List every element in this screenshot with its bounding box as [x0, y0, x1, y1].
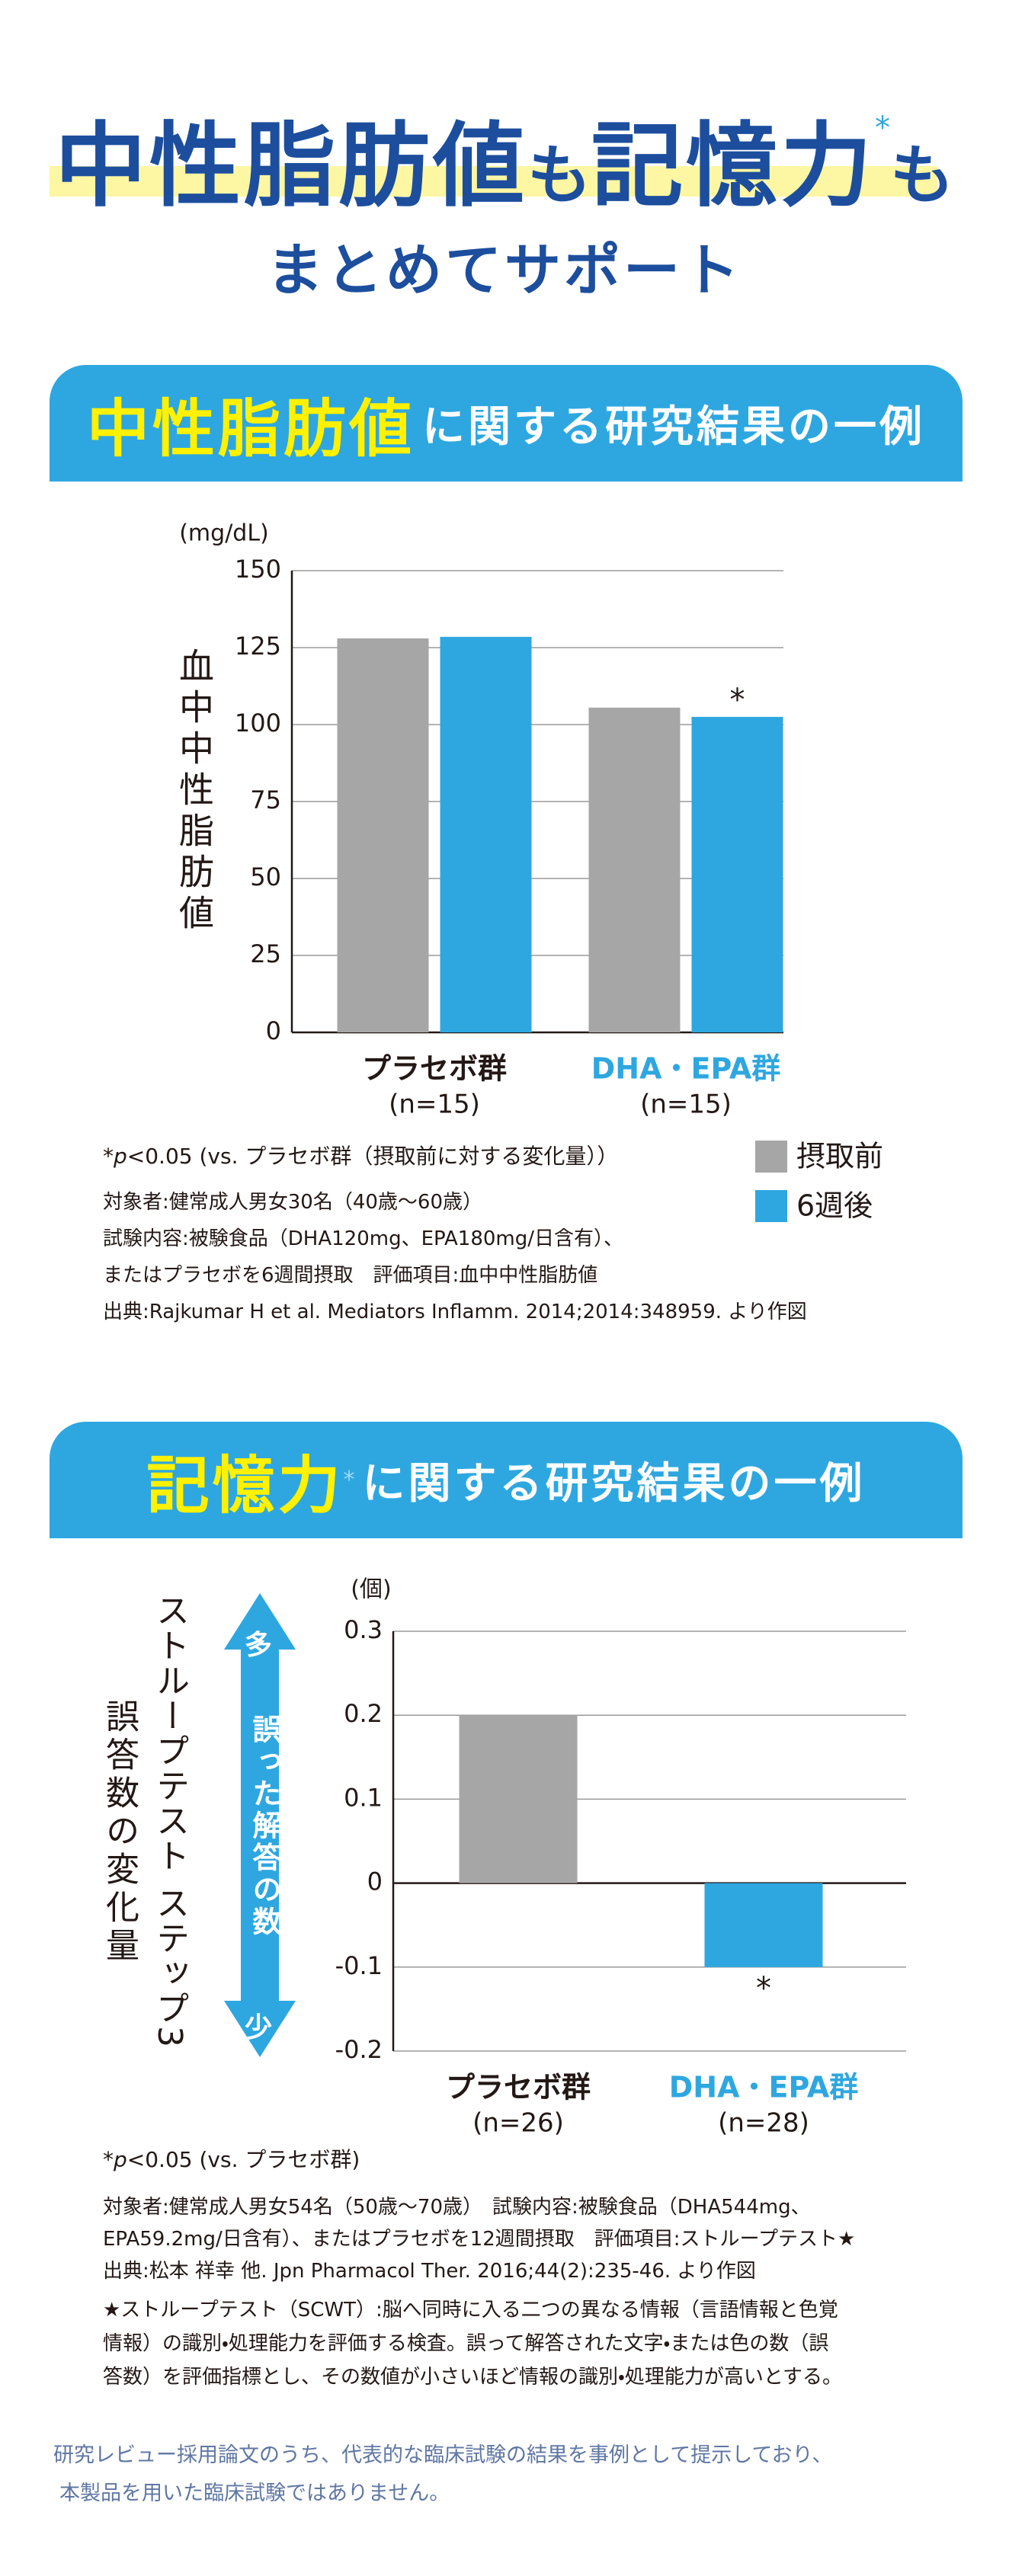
x-tick-label: プラセボ群 — [446, 2071, 591, 2104]
p-symbol: p — [114, 1144, 127, 1169]
title: 中性脂肪値も記憶力*も — [0, 91, 1009, 224]
y-unit: (mg/dL) — [179, 520, 269, 547]
legend-label: 6週後 — [796, 1189, 873, 1223]
significance-mark: * — [756, 1971, 771, 2006]
x-tick-sublabel: (n=15) — [389, 1090, 480, 1120]
banner-highlight: 記憶力 — [146, 1450, 344, 1522]
note: 対象者:健常成人男女54名（50歳～70歳） 試験内容:被験食品（DHA544m… — [103, 2196, 811, 2219]
arrow-shape — [224, 1593, 296, 2057]
y-tick-label: 150 — [235, 555, 281, 584]
p-note: *p<0.05 (vs. プラセボ群) — [103, 2143, 360, 2174]
y-tick-label: 0.2 — [344, 1699, 383, 1728]
y-tick-label: -0.2 — [335, 2035, 383, 2064]
note: 出典:Rajkumar H et al. Mediators Inflamm. … — [103, 1301, 807, 1323]
x-tick-sublabel: (n=15) — [640, 1090, 732, 1120]
x-tick-label: DHA・EPA群 — [591, 1052, 781, 1086]
y-axis-label: 誤答数の変化量 — [100, 1699, 139, 1966]
footer-note: 本製品を用いた臨床試験ではありません。 — [59, 2482, 450, 2505]
p-star: * — [103, 2147, 114, 2172]
p-symbol: p — [114, 2147, 127, 2172]
section-banner: 記憶力 * に関する研究結果の一例 — [50, 1422, 963, 1538]
legend-swatch — [755, 1141, 787, 1173]
arrow-top-label: 多 — [245, 1630, 273, 1661]
footer-note: 研究レビュー採用論文のうち、代表的な臨床試験の結果を事例として提示しており、 — [53, 2443, 833, 2467]
y-tick-label: 50 — [250, 862, 281, 891]
note: 出典:松本 祥幸 他. Jpn Pharmacol Ther. 2016;44(… — [103, 2260, 756, 2283]
definition: 答数）を評価指標とし、その数値が小さいほど情報の識別・処理能力が高いとする。 — [103, 2366, 843, 2389]
bar — [704, 1883, 823, 1967]
banner-text: に関する研究結果の一例 — [422, 402, 925, 452]
p-note: *p<0.05 (vs. プラセボ群（摂取前に対する変化量）） — [103, 1140, 618, 1170]
x-tick-sublabel: (n=28) — [718, 2108, 809, 2139]
title-part: 中性脂肪値 — [54, 114, 527, 219]
y-tick-label: 0 — [367, 1867, 383, 1896]
title-mark: * — [875, 110, 890, 146]
note: 対象者:健常成人男女30名（40歳～60歳） — [103, 1191, 483, 1214]
definition: ★ストループテスト（SCWT）:脳へ同時に入る二つの異なる情報（言語情報と色覚 — [103, 2299, 838, 2322]
bar — [691, 716, 783, 1032]
banner-mark: * — [343, 1467, 355, 1493]
title-part: 記憶力 — [591, 114, 875, 219]
arrow — [224, 1593, 296, 2057]
x-tick-label: DHA・EPA群 — [669, 2071, 859, 2104]
bar — [459, 1715, 578, 1883]
subtitle: まとめてサポート — [267, 238, 742, 303]
title-part: も — [527, 138, 591, 213]
legend-label: 摂取前 — [796, 1140, 883, 1173]
note: EPA59.2mg/日含有）、またはプラセボを12週間摂取 評価項目:ストループ… — [103, 2228, 856, 2251]
y-axis-label: ストループテスト ステップ3 — [150, 1593, 189, 2049]
note: 試験内容:被験食品（DHA120mg、EPA180mg/日含有）、 — [103, 1227, 624, 1250]
y-tick-label: 75 — [250, 786, 281, 814]
definition: 情報）の識別・処理能力を評価する検査。誤って解答された文字・または色の数（誤 — [103, 2332, 829, 2355]
p-text: <0.05 (vs. プラセボ群) — [127, 2147, 360, 2172]
y-unit: (個) — [351, 1576, 391, 1603]
section-banner: 中性脂肪値 に関する研究結果の一例 — [50, 365, 963, 482]
banner-text: に関する研究結果の一例 — [362, 1459, 866, 1509]
y-tick-label: 25 — [250, 939, 281, 968]
y-axis-label: 血中中性脂肪値 — [174, 648, 215, 936]
title-highlight — [50, 166, 937, 197]
x-tick-label: プラセボ群 — [362, 1052, 507, 1086]
p-text: <0.05 (vs. プラセボ群（摂取前に対する変化量）） — [127, 1144, 619, 1169]
legend-swatch — [755, 1190, 787, 1222]
bar — [440, 636, 532, 1032]
bar — [337, 638, 429, 1032]
y-tick-label: 100 — [235, 709, 281, 738]
banner-highlight: 中性脂肪値 — [86, 393, 415, 466]
bar — [588, 707, 681, 1032]
title-part: も — [890, 138, 955, 213]
y-tick-label: 0 — [266, 1016, 281, 1045]
note: またはプラセボを6週間摂取 評価項目:血中中性脂肪値 — [103, 1264, 598, 1287]
y-tick-label: 0.1 — [344, 1783, 383, 1812]
p-star: * — [103, 1144, 114, 1169]
significance-mark: * — [730, 683, 745, 718]
y-tick-label: 125 — [235, 632, 281, 661]
x-tick-sublabel: (n=26) — [472, 2108, 564, 2139]
arrow-bottom-label: 少 — [245, 2012, 273, 2043]
y-tick-label: 0.3 — [344, 1615, 383, 1644]
y-tick-label: -0.1 — [335, 1951, 383, 1980]
arrow-label: 誤った解答の数 — [248, 1714, 281, 1938]
